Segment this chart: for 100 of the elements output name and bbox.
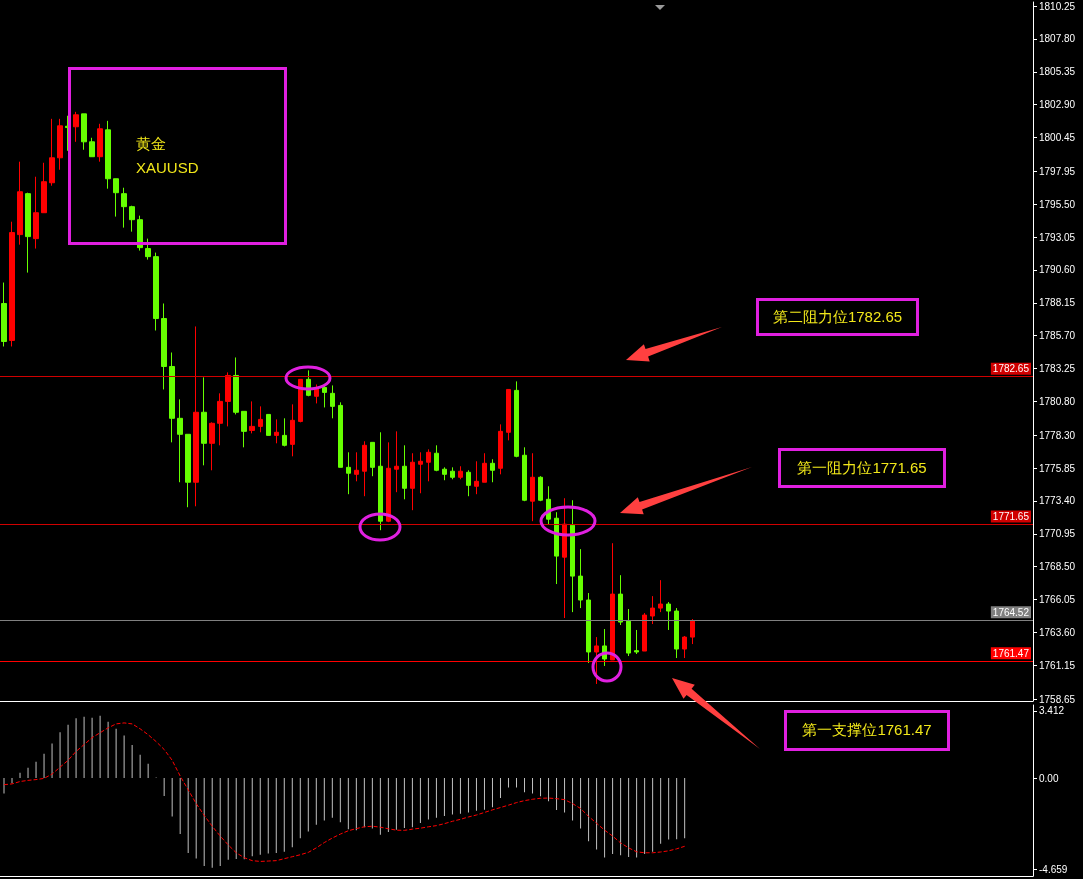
candlestick [402, 444, 407, 500]
candlestick [33, 176, 39, 250]
annotation: 黄金 [136, 134, 167, 154]
y-tick-label: 1758.65 [1039, 693, 1076, 705]
candlestick [121, 187, 127, 229]
candlestick [290, 403, 295, 457]
candlestick [514, 380, 519, 458]
candlestick [434, 444, 439, 472]
candlestick [161, 303, 167, 390]
candlestick [530, 452, 535, 522]
candlestick [578, 548, 583, 609]
candlestick [490, 458, 495, 483]
candlestick [498, 423, 503, 475]
y-tick-label: 1793.05 [1039, 231, 1076, 243]
annotation: 第一支撑位1761.47 [784, 710, 950, 751]
candlestick [89, 137, 95, 158]
candlestick [634, 629, 639, 655]
candlestick [201, 376, 207, 466]
candlestick [442, 466, 447, 481]
y-tick-label: 1810.25 [1039, 0, 1076, 12]
candlestick [570, 499, 575, 613]
candlestick [586, 592, 591, 664]
candlestick [97, 123, 103, 163]
candlestick [562, 497, 567, 619]
candlestick [41, 162, 47, 214]
candlestick [185, 433, 191, 508]
candlestick [17, 161, 23, 246]
y-tick-label: 1790.60 [1039, 264, 1076, 276]
candlestick [418, 451, 423, 494]
candlestick [546, 485, 551, 525]
candlestick [105, 120, 111, 190]
y-tick-label: 1785.70 [1039, 330, 1076, 342]
candlestick [450, 466, 455, 480]
candlestick [81, 113, 87, 151]
candlestick [666, 601, 671, 631]
annotation: 第一阻力位1771.65 [778, 448, 946, 488]
candlestick [145, 238, 151, 261]
y-tick-label: 3.412 [1039, 705, 1065, 717]
annotation: XAUUSD [136, 158, 200, 178]
y-tick-label: 1797.95 [1039, 165, 1076, 177]
candlestick [410, 452, 415, 511]
y-tick-label: 1807.80 [1039, 33, 1076, 45]
candlestick [394, 430, 399, 493]
candlestick [466, 469, 471, 497]
y-tick-label: 1775.85 [1039, 462, 1076, 474]
candlestick [233, 356, 239, 415]
candlestick [298, 378, 303, 423]
candlestick [658, 579, 663, 613]
candlestick [386, 441, 391, 523]
y-tick-label: 1800.45 [1039, 132, 1076, 144]
candlestick [129, 205, 135, 233]
annotation: 第二阻力位1782.65 [756, 298, 919, 336]
candlestick [554, 511, 559, 585]
y-tick-label: 1788.15 [1039, 297, 1076, 309]
candlestick [1, 282, 7, 347]
candlestick [602, 628, 607, 667]
candlestick [642, 612, 647, 652]
candlestick [482, 452, 487, 483]
y-tick-label: 1763.60 [1039, 627, 1076, 639]
y-tick-label: 1783.25 [1039, 363, 1076, 375]
y-tick-label: 1770.95 [1039, 528, 1076, 540]
candlestick [626, 608, 631, 657]
candlestick [49, 118, 55, 187]
y-tick-label: 1768.50 [1039, 561, 1076, 573]
y-tick-label: 1802.90 [1039, 99, 1076, 111]
candlestick [9, 221, 15, 347]
y-tick-label: 1773.40 [1039, 495, 1076, 507]
candlestick [282, 417, 287, 447]
candlestick [370, 441, 375, 477]
candlestick [274, 418, 279, 444]
candlestick [25, 192, 31, 274]
candlestick [682, 635, 687, 659]
candlestick [209, 421, 215, 471]
candlestick [346, 451, 351, 495]
ref-line-label: 1782.65 [992, 363, 1030, 375]
y-tick-label: 1780.80 [1039, 396, 1076, 408]
candlestick [330, 384, 335, 419]
y-tick-label: 1761.15 [1039, 659, 1076, 671]
candlestick [258, 405, 263, 433]
candlestick [169, 352, 175, 443]
candlestick [426, 448, 431, 482]
candlestick [249, 400, 255, 434]
candlestick [538, 475, 543, 502]
y-tick-label: 1766.05 [1039, 594, 1076, 606]
candlestick [225, 371, 231, 427]
candlestick [674, 607, 679, 659]
candlestick [153, 252, 159, 331]
candlestick [458, 465, 463, 480]
candlestick [690, 618, 695, 645]
candlestick [266, 413, 271, 436]
candlestick [354, 451, 359, 482]
candlestick [378, 431, 383, 531]
candlestick [73, 111, 79, 143]
candlestick [113, 178, 119, 218]
candlestick [217, 392, 223, 446]
candlestick [618, 574, 623, 626]
ref-line-label: 1771.65 [992, 510, 1030, 522]
ref-line-label: 1761.47 [992, 647, 1030, 659]
candlestick [193, 325, 199, 507]
y-tick-label: -4.659 [1039, 864, 1068, 876]
